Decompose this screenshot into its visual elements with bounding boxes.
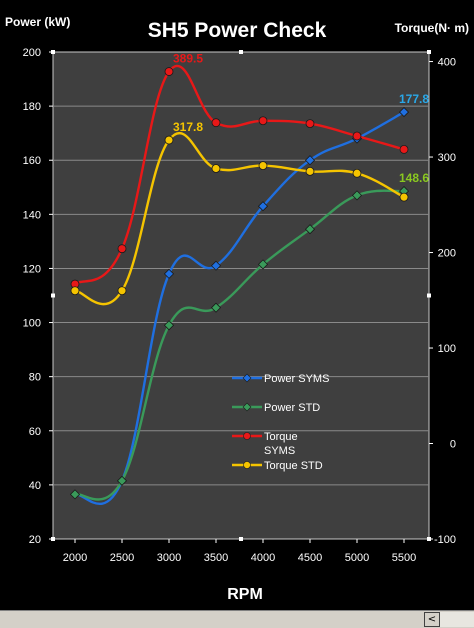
x-tick-label: 2500	[110, 552, 134, 564]
data-label: 148.6	[399, 171, 429, 185]
marker-power-std	[163, 320, 175, 331]
data-label: 389.5	[173, 52, 203, 66]
plot-handle	[51, 293, 55, 298]
plot-handle	[51, 50, 55, 54]
x-tick-label: 5500	[392, 552, 416, 564]
left-tick-label: 20	[29, 534, 41, 546]
marker-torque-std	[164, 135, 174, 145]
marker-torque-syms	[352, 131, 362, 141]
left-axis-title: Power (kW)	[5, 15, 70, 29]
marker-power-std	[304, 224, 316, 235]
plot-handle	[239, 50, 243, 54]
data-label: 177.8	[399, 92, 429, 106]
marker-torque-std	[70, 286, 80, 296]
marker-power-std	[69, 489, 81, 500]
series-markers	[69, 67, 410, 500]
marker-torque-syms	[305, 119, 315, 129]
marker-power-std	[116, 475, 128, 486]
left-tick-label: 100	[23, 318, 41, 330]
legend-marker-power-syms	[242, 373, 252, 383]
marker-torque-std	[258, 161, 268, 171]
horizontal-scrollbar[interactable]: <	[0, 610, 474, 628]
scroll-track[interactable]	[440, 612, 474, 627]
plot-handle	[51, 537, 55, 541]
scroll-left-arrow-icon[interactable]: <	[424, 612, 440, 627]
x-axis-title: RPM	[227, 586, 263, 603]
plot-handle	[427, 537, 431, 541]
chart-title: SH5 Power Check	[148, 19, 327, 42]
marker-torque-std	[352, 168, 362, 178]
right-tick-label: 100	[438, 343, 456, 355]
left-tick-label: 140	[23, 209, 41, 221]
plot-handle	[427, 293, 431, 298]
x-tick-label: 3500	[204, 552, 228, 564]
legend-label-torque-syms: SYMS	[264, 445, 295, 457]
left-tick-label: 200	[23, 47, 41, 59]
marker-power-syms	[163, 268, 175, 279]
marker-power-syms	[304, 155, 316, 166]
left-tick-label: 80	[29, 372, 41, 384]
data-label: 317.8	[173, 120, 203, 134]
right-axis-title: Torque(N· m)	[395, 21, 469, 35]
marker-power-syms	[210, 260, 222, 271]
marker-power-syms	[398, 106, 410, 118]
left-tick-label: 180	[23, 101, 41, 113]
data-labels: 389.5 317.8 177.8 148.6	[173, 52, 429, 185]
marker-torque-syms	[399, 144, 409, 154]
x-tick-label: 4000	[251, 552, 275, 564]
x-tick-label: 4500	[298, 552, 322, 564]
series-line-power-std	[74, 189, 405, 501]
marker-torque-syms	[258, 116, 268, 126]
marker-torque-std	[399, 192, 409, 202]
chart: 20 40 60 80 100 120 140 160 180 200 -100 0 100 200 300…	[5, 15, 469, 603]
right-tick-label: 200	[438, 248, 456, 260]
marker-torque-syms	[164, 67, 174, 76]
legend-marker-power-std	[242, 402, 252, 412]
marker-power-std	[351, 190, 363, 201]
legend-label-power-syms: Power SYMS	[264, 373, 329, 385]
marker-power-syms	[257, 201, 269, 212]
marker-torque-std	[305, 166, 315, 176]
right-tick-label: 300	[438, 152, 456, 164]
marker-torque-std	[117, 286, 127, 296]
left-tick-label: 120	[23, 263, 41, 275]
legend-label-torque-syms: Torque	[264, 431, 298, 443]
right-tick-label: 0	[450, 439, 456, 451]
axes: 20 40 60 80 100 120 140 160 180 200 -100 0 100 200 300…	[23, 47, 456, 564]
x-tick-label: 5000	[345, 552, 369, 564]
x-tick-label: 3000	[157, 552, 181, 564]
legend-label-power-std: Power STD	[264, 402, 320, 414]
left-tick-label: 160	[23, 155, 41, 167]
plot-handle	[239, 537, 243, 541]
legend-label-torque-std: Torque STD	[264, 460, 323, 472]
marker-torque-std	[211, 164, 221, 173]
marker-torque-syms	[117, 244, 127, 254]
legend-marker-torque-std	[243, 461, 251, 469]
left-tick-label: 40	[29, 480, 41, 492]
plot-handle	[427, 50, 431, 54]
marker-torque-syms	[211, 118, 221, 128]
marker-power-std	[257, 259, 269, 270]
x-tick-label: 2000	[63, 552, 87, 564]
marker-power-std	[210, 302, 222, 313]
left-tick-label: 60	[29, 426, 41, 438]
grid-lines	[53, 105, 429, 486]
legend-marker-torque-syms	[243, 432, 251, 440]
right-tick-label: -100	[434, 534, 456, 546]
legend: Power SYMS Power STD Torque SYMS Torque STD	[232, 373, 329, 472]
right-tick-label: 400	[438, 57, 456, 69]
